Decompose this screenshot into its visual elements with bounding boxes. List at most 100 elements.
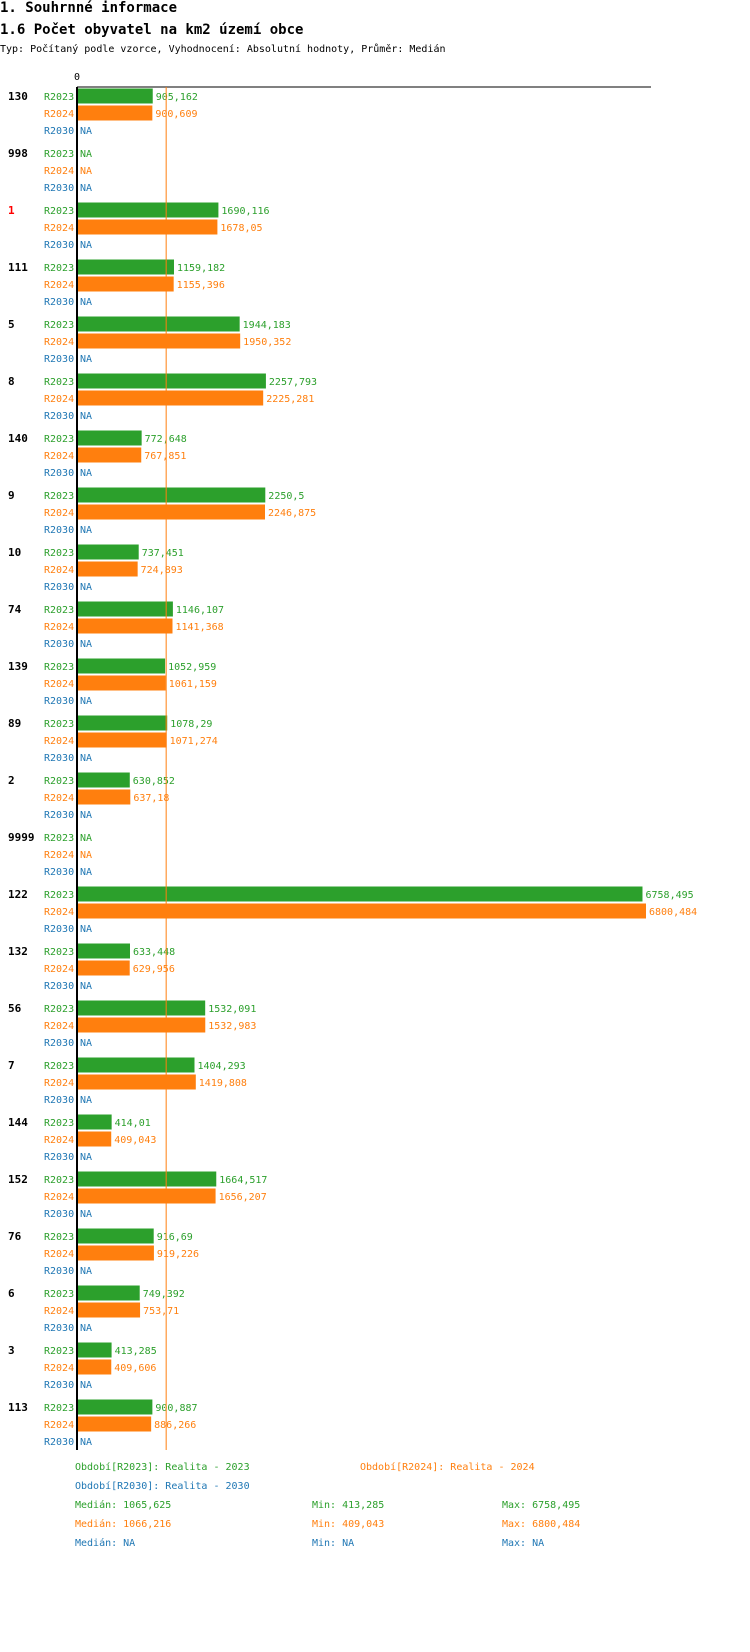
category-label-7: 7	[8, 1059, 15, 1072]
bar-r2023-5	[77, 316, 240, 332]
stat-min-r2030: Min: NA	[312, 1538, 355, 1549]
value-label-r2030-74: NA	[80, 639, 92, 650]
series-label-r2030-8: R2030	[44, 411, 74, 422]
category-label-2: 2	[8, 774, 15, 787]
value-label-r2023-10: 737,451	[142, 548, 184, 559]
series-label-r2024-144: R2024	[44, 1135, 74, 1146]
bar-r2024-10	[77, 561, 138, 577]
series-label-r2023-139: R2023	[44, 662, 74, 673]
series-label-r2030-76: R2030	[44, 1266, 74, 1277]
value-label-r2030-7: NA	[80, 1095, 92, 1106]
series-label-r2023-10: R2023	[44, 548, 74, 559]
value-label-r2023-76: 916,69	[157, 1232, 193, 1243]
series-label-r2023-122: R2023	[44, 890, 74, 901]
series-label-r2030-9999: R2030	[44, 867, 74, 878]
value-label-r2024-5: 1950,352	[243, 337, 291, 348]
value-label-r2024-132: 629,956	[133, 964, 175, 975]
series-label-r2030-132: R2030	[44, 981, 74, 992]
category-label-10: 10	[8, 546, 21, 559]
category-label-56: 56	[8, 1002, 22, 1015]
value-label-r2030-89: NA	[80, 753, 92, 764]
bar-r2024-132	[77, 960, 130, 976]
value-label-r2030-6: NA	[80, 1323, 92, 1334]
bar-r2024-9	[77, 504, 265, 520]
bar-chart: 0 130 R2023 905,162 R2024 900,609 R2030 NA 998 R2…	[8, 72, 697, 1450]
value-label-r2023-111: 1159,182	[177, 263, 225, 274]
series-label-r2023-89: R2023	[44, 719, 74, 730]
series-label-r2030-152: R2030	[44, 1209, 74, 1220]
value-label-r2023-89: 1078,29	[170, 719, 212, 730]
series-label-r2030-7: R2030	[44, 1095, 74, 1106]
stat-median-r2023: Medián: 1065,625	[75, 1500, 172, 1511]
value-label-r2030-5: NA	[80, 354, 92, 365]
value-label-r2023-2: 630,852	[133, 776, 175, 787]
series-label-r2030-111: R2030	[44, 297, 74, 308]
series-label-r2023-7: R2023	[44, 1061, 74, 1072]
series-label-r2024-152: R2024	[44, 1192, 74, 1203]
bar-r2024-5	[77, 333, 241, 349]
category-label-89: 89	[8, 717, 21, 730]
value-label-r2024-152: 1656,207	[219, 1192, 267, 1203]
bar-r2023-7	[77, 1057, 195, 1073]
bar-r2024-139	[77, 675, 166, 691]
bar-r2024-152	[77, 1188, 216, 1204]
bar-r2023-130	[77, 88, 153, 104]
value-label-r2023-152: 1664,517	[219, 1175, 267, 1186]
series-label-r2023-74: R2023	[44, 605, 74, 616]
category-label-132: 132	[8, 945, 28, 958]
category-label-8: 8	[8, 375, 15, 388]
bar-r2024-140	[77, 447, 142, 463]
value-label-r2030-10: NA	[80, 582, 92, 593]
value-label-r2023-1: 1690,116	[221, 206, 269, 217]
series-label-r2024-998: R2024	[44, 166, 74, 177]
series-label-r2024-130: R2024	[44, 109, 74, 120]
series-label-r2024-8: R2024	[44, 394, 74, 405]
value-label-r2024-998: NA	[80, 166, 92, 177]
bar-r2024-130	[77, 105, 153, 121]
value-label-r2023-9: 2250,5	[268, 491, 304, 502]
series-label-r2024-9999: R2024	[44, 850, 74, 861]
category-label-6: 6	[8, 1287, 15, 1300]
bar-r2024-7	[77, 1074, 196, 1090]
bar-r2024-2	[77, 789, 131, 805]
series-label-r2024-132: R2024	[44, 964, 74, 975]
legend-r2023: Období[R2023]: Realita - 2023	[75, 1462, 250, 1473]
value-label-r2024-9: 2246,875	[268, 508, 316, 519]
value-label-r2023-5: 1944,183	[243, 320, 291, 331]
series-label-r2030-3: R2030	[44, 1380, 74, 1391]
series-label-r2023-111: R2023	[44, 263, 74, 274]
series-label-r2030-998: R2030	[44, 183, 74, 194]
value-label-r2030-111: NA	[80, 297, 92, 308]
category-label-113: 113	[8, 1401, 28, 1414]
series-label-r2024-9: R2024	[44, 508, 74, 519]
bar-r2023-1	[77, 202, 219, 218]
series-label-r2030-130: R2030	[44, 126, 74, 137]
series-label-r2030-140: R2030	[44, 468, 74, 479]
bar-r2024-76	[77, 1245, 154, 1261]
value-label-r2024-10: 724,893	[141, 565, 183, 576]
series-label-r2023-113: R2023	[44, 1403, 74, 1414]
series-label-r2024-7: R2024	[44, 1078, 74, 1089]
series-label-r2024-56: R2024	[44, 1021, 74, 1032]
series-label-r2030-6: R2030	[44, 1323, 74, 1334]
value-label-r2030-113: NA	[80, 1437, 92, 1448]
value-label-r2024-3: 409,606	[114, 1363, 156, 1374]
value-label-r2030-130: NA	[80, 126, 92, 137]
bar-r2024-8	[77, 390, 264, 406]
stat-max-r2024: Max: 6800,484	[502, 1519, 581, 1530]
value-label-r2024-74: 1141,368	[175, 622, 223, 633]
value-label-r2024-6: 753,71	[143, 1306, 179, 1317]
value-label-r2023-998: NA	[80, 149, 92, 160]
series-label-r2023-152: R2023	[44, 1175, 74, 1186]
value-label-r2024-144: 409,043	[114, 1135, 156, 1146]
bar-r2024-144	[77, 1131, 112, 1147]
bar-r2023-56	[77, 1000, 206, 1016]
value-label-r2024-56: 1532,983	[208, 1021, 256, 1032]
series-label-r2030-1: R2030	[44, 240, 74, 251]
value-label-r2030-8: NA	[80, 411, 92, 422]
chart-title: 1.6 Počet obyvatel na km2 území obce	[0, 22, 304, 38]
bar-r2024-56	[77, 1017, 206, 1033]
series-label-r2024-139: R2024	[44, 679, 74, 690]
category-label-139: 139	[8, 660, 28, 673]
bar-r2023-111	[77, 259, 174, 275]
